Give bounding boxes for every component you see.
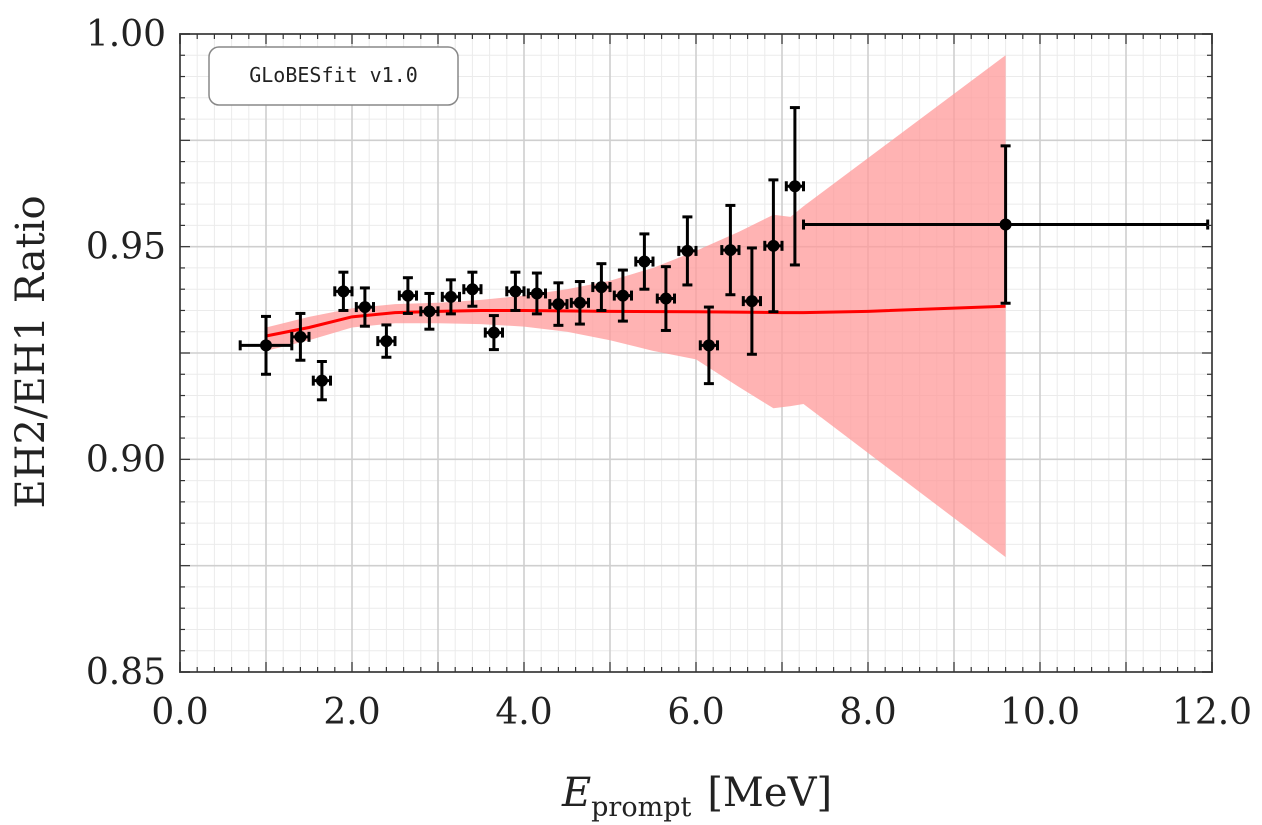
data-marker: [401, 289, 414, 302]
x-tick-label: 4.0: [495, 692, 552, 733]
data-point: [677, 215, 698, 287]
data-point: [526, 271, 547, 316]
y-tick-label: 0.90: [86, 439, 166, 480]
data-marker: [552, 298, 565, 311]
x-axis-title-unit: [MeV]: [707, 770, 832, 816]
data-point: [548, 281, 569, 327]
x-tick-label: 0.0: [151, 692, 208, 733]
data-marker: [681, 244, 694, 257]
data-marker: [724, 244, 737, 257]
data-marker: [999, 218, 1012, 231]
y-tick-label: 0.85: [86, 652, 166, 693]
data-marker: [573, 296, 586, 309]
data-point: [238, 314, 294, 376]
data-marker: [788, 180, 801, 193]
data-point: [612, 268, 633, 323]
data-point: [784, 106, 805, 267]
y-axis-title: EH2/EH1 Ratio: [8, 195, 54, 508]
data-marker: [358, 301, 371, 314]
data-marker: [423, 305, 436, 318]
uncertainty-band: [266, 55, 1006, 558]
data-point: [462, 270, 483, 308]
y-tick-label: 1.00: [86, 14, 166, 55]
data-point: [440, 278, 461, 316]
uncertainty-band-layer: [266, 55, 1006, 558]
data-point: [311, 360, 332, 402]
data-marker: [638, 255, 651, 268]
x-axis-title-symbol: E: [561, 770, 591, 816]
x-tick-label: 6.0: [667, 692, 724, 733]
x-tick-label: 2.0: [323, 692, 380, 733]
data-point: [397, 276, 418, 315]
data-marker: [509, 285, 522, 298]
data-point: [569, 280, 590, 326]
data-point: [483, 314, 504, 352]
data-point: [290, 311, 311, 362]
data-marker: [745, 295, 758, 308]
data-marker: [260, 339, 272, 352]
fit-line-layer: [265, 304, 1006, 338]
legend-badge: GLoBESfit v1.0: [208, 46, 459, 106]
x-axis-title-subscript: prompt: [591, 792, 691, 823]
x-axis-title: Eprompt [MeV]: [561, 770, 832, 823]
data-point: [354, 286, 375, 328]
data-point: [741, 246, 762, 356]
data-marker: [659, 292, 672, 305]
badge-box: [208, 46, 459, 106]
data-point: [505, 270, 526, 312]
x-tick-label: 8.0: [839, 692, 896, 733]
data-points-layer: [238, 106, 1210, 402]
data-marker: [487, 326, 500, 339]
data-marker: [337, 285, 350, 298]
data-marker: [767, 239, 780, 252]
y-tick-label: 0.95: [86, 227, 166, 268]
fit-line: [265, 304, 1006, 338]
data-marker: [294, 330, 307, 343]
y-tick-labels: 0.85 0.90 0.95 1.00: [86, 14, 166, 693]
data-marker: [530, 287, 543, 300]
data-marker: [466, 283, 479, 296]
data-point: [655, 265, 676, 332]
data-point: [763, 178, 784, 314]
data-marker: [702, 339, 715, 352]
data-marker: [315, 374, 328, 387]
data-marker: [616, 289, 629, 302]
data-point: [591, 262, 612, 312]
data-point: [698, 305, 719, 386]
data-marker: [595, 281, 608, 294]
data-point: [720, 203, 741, 297]
data-point: [376, 323, 397, 359]
x-tick-label: 12.0: [1172, 692, 1252, 733]
data-marker: [380, 335, 393, 348]
data-point: [634, 232, 655, 291]
data-marker: [444, 290, 457, 303]
badge-label: GLoBESfit v1.0: [249, 63, 418, 87]
data-point: [419, 291, 440, 331]
x-tick-labels: 0.0 2.0 4.0 6.0 8.0 10.0 12.0: [151, 692, 1252, 733]
axis-ticks: [179, 33, 1213, 673]
data-point: [333, 270, 354, 312]
data-point: [802, 144, 1210, 305]
x-tick-label: 10.0: [1000, 692, 1080, 733]
